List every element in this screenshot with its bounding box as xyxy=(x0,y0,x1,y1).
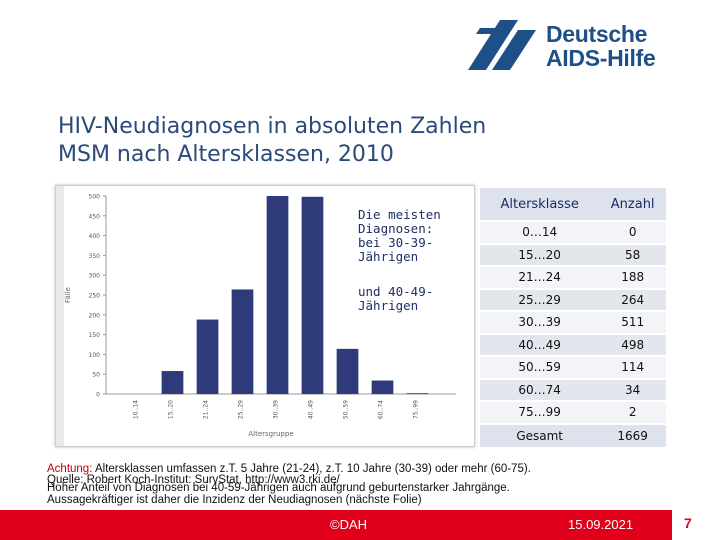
callout-1-line: Die meisten xyxy=(358,207,441,222)
cell-age: 21…24 xyxy=(480,267,600,288)
footer-bar-right xyxy=(520,510,672,540)
callout-most-diagnoses: Die meisten Diagnosen: bei 30-39- Jährig… xyxy=(358,208,468,264)
bar xyxy=(196,319,219,394)
logo-line-1: Deutsche xyxy=(546,21,648,47)
cell-age: 50…59 xyxy=(480,357,600,378)
y-tick-label: 450 xyxy=(89,213,101,220)
y-tick-label: 350 xyxy=(89,253,101,260)
table-row: 60…74 34 xyxy=(480,379,666,400)
slide-title: HIV-Neudiagnosen in absoluten Zahlen MSM… xyxy=(58,113,486,169)
callout-40-49: und 40-49- Jährigen xyxy=(358,285,466,313)
cell-age: 15…20 xyxy=(480,244,600,265)
table-row: 40…49 498 xyxy=(480,334,666,355)
warning-label: Achtung: xyxy=(47,463,93,475)
y-tick-label: 150 xyxy=(89,332,101,339)
y-tick-label: 0 xyxy=(96,392,100,399)
cell-count: 264 xyxy=(599,289,666,310)
bar xyxy=(301,196,324,394)
x-tick-label: 50..59 xyxy=(343,400,350,419)
bar-chart: 0 50 100 150 200 250 300 350 400 450 500 Fälle 10..1… xyxy=(64,194,456,438)
table-total-row: Gesamt 1669 xyxy=(480,424,666,447)
cell-count: 2 xyxy=(599,402,666,423)
table-row: 50…59 114 xyxy=(480,357,666,378)
cell-age: 25…29 xyxy=(480,289,600,310)
note-incidence: Aussagekräftiger ist daher die Inzidenz … xyxy=(47,494,422,506)
table-row: 15…20 58 xyxy=(480,244,666,265)
x-tick-label: 40..49 xyxy=(308,400,315,419)
y-tick-label: 50 xyxy=(92,372,100,379)
cell-count: 34 xyxy=(599,379,666,400)
y-tick-label: 400 xyxy=(89,233,101,240)
y-tick-label: 250 xyxy=(89,293,101,300)
callout-2-line: und 40-49- xyxy=(358,284,434,299)
cell-count: 58 xyxy=(599,244,666,265)
title-line-2: MSM nach Altersklassen, 2010 xyxy=(58,142,394,167)
bar xyxy=(406,393,429,394)
header-count: Anzahl xyxy=(599,188,666,220)
cell-count: 0 xyxy=(599,222,666,243)
cell-age: 40…49 xyxy=(480,334,600,355)
cell-age: 30…39 xyxy=(480,312,600,333)
footer: ©DAH 15.09.2021 xyxy=(0,510,720,540)
bar xyxy=(266,196,289,394)
note-source: Quelle: Robert Koch-Institut: SurvStat, … xyxy=(47,474,340,486)
cell-age: 0…14 xyxy=(480,222,600,243)
cell-age: 75…99 xyxy=(480,402,600,423)
logo-text: Deutsche AIDS-Hilfe xyxy=(546,21,656,71)
age-table: Altersklasse Anzahl 0…14 0 15…20 58 21…24 1… xyxy=(480,186,666,449)
x-tick-label: 10..14 xyxy=(133,400,140,419)
cell-count: 511 xyxy=(599,312,666,333)
bar xyxy=(371,380,394,394)
footer-bar-center xyxy=(160,510,520,540)
cell-total-count: 1669 xyxy=(599,424,666,447)
table-row: 30…39 511 xyxy=(480,312,666,333)
x-tick-label: 21..24 xyxy=(203,400,210,419)
note-warning: Achtung: Altersklassen umfassen z.T. 5 J… xyxy=(47,463,531,475)
y-tick-label: 300 xyxy=(89,273,101,280)
title-line-1: HIV-Neudiagnosen in absoluten Zahlen xyxy=(58,114,487,139)
table-row: 25…29 264 xyxy=(480,289,666,310)
header-age-class: Altersklasse xyxy=(480,188,600,220)
cell-age: 60…74 xyxy=(480,379,600,400)
page-number: 7 xyxy=(684,515,692,531)
footer-copyright: ©DAH xyxy=(330,517,368,532)
note-high-share: Hoher Anteil von Diagnosen bei 40-59-Jäh… xyxy=(47,482,510,494)
callout-1-line: Jährigen xyxy=(358,249,419,264)
x-tick-label: 30..39 xyxy=(273,400,280,419)
warning-text: Altersklassen umfassen z.T. 5 Jahre (21-… xyxy=(92,463,531,475)
callout-1-line: bei 30-39- xyxy=(358,235,434,250)
footer-bar-left xyxy=(0,510,160,540)
cell-count: 498 xyxy=(599,334,666,355)
x-tick-label: 75..99 xyxy=(413,400,420,419)
x-axis-label: Altersgruppe xyxy=(248,430,293,438)
cell-count: 114 xyxy=(599,357,666,378)
cell-total-label: Gesamt xyxy=(480,424,600,447)
x-tick-label: 25..29 xyxy=(238,400,245,419)
callout-2-line: Jährigen xyxy=(358,298,419,313)
footer-date: 15.09.2021 xyxy=(568,517,634,532)
y-tick-label: 100 xyxy=(89,352,101,359)
table-row: 0…14 0 xyxy=(480,222,666,243)
y-tick-label: 500 xyxy=(89,194,101,201)
x-tick-label: 60..74 xyxy=(378,400,385,419)
table-row: 75…99 2 xyxy=(480,402,666,423)
x-tick-label: 15..20 xyxy=(168,400,175,419)
logo: Deutsche AIDS-Hilfe xyxy=(466,18,696,74)
bar xyxy=(336,348,359,394)
cell-count: 188 xyxy=(599,267,666,288)
table-row: 21…24 188 xyxy=(480,267,666,288)
y-tick-label: 200 xyxy=(89,312,101,319)
table-header-row: Altersklasse Anzahl xyxy=(480,188,666,220)
y-axis-label: Fälle xyxy=(64,287,72,303)
bar xyxy=(161,371,184,394)
bar xyxy=(231,289,254,394)
logo-line-2: AIDS-Hilfe xyxy=(546,45,656,71)
logo-mark-icon xyxy=(468,20,536,70)
callout-1-line: Diagnosen: xyxy=(358,221,434,236)
